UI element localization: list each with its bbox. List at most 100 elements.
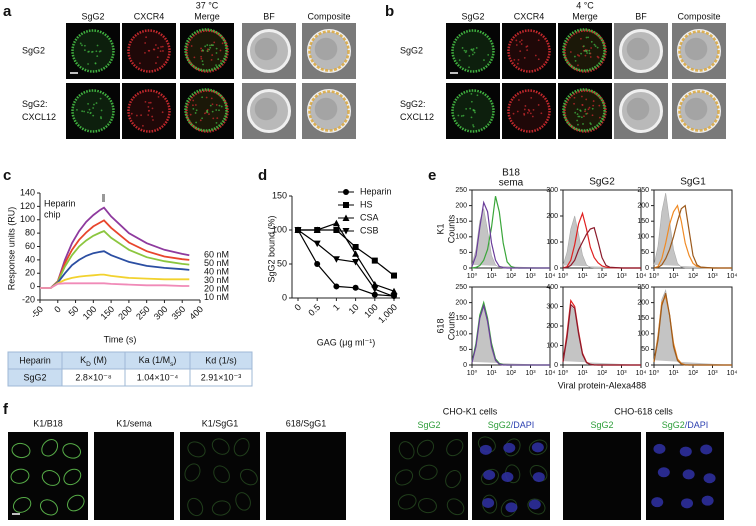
y-tick-label: 140	[20, 187, 35, 197]
row-label: CXCL12	[400, 112, 434, 122]
micrograph-detail	[470, 93, 473, 95]
text-part: Ka (1/M	[139, 355, 171, 365]
row-label: CXCL12	[22, 112, 56, 122]
y-tick-label: 0	[554, 265, 558, 272]
series-line	[40, 282, 190, 289]
micrograph-detail	[470, 100, 473, 103]
micrograph-detail	[580, 95, 583, 98]
micrograph-detail	[678, 30, 720, 72]
micrograph-detail	[526, 49, 529, 52]
micrograph-detail	[599, 116, 601, 119]
y-tick-label: 100	[637, 331, 649, 338]
micrograph-detail	[204, 45, 207, 48]
micrograph-detail	[96, 55, 99, 58]
control-area	[653, 193, 732, 269]
micrograph-detail	[562, 88, 606, 132]
micrograph-detail	[507, 29, 551, 73]
micrograph-detail	[221, 42, 224, 45]
x-tick-label: 10¹	[668, 273, 679, 280]
micrograph-detail	[582, 45, 585, 48]
y-tick-label: 300	[546, 303, 558, 310]
y-tick-label: 400	[546, 284, 558, 291]
plot-title: SgG1	[680, 177, 706, 188]
micrograph-detail	[147, 114, 150, 116]
y-tick-label: 50	[641, 249, 649, 256]
micrograph-detail	[184, 463, 201, 482]
column-label: SgG2/DAPI	[488, 420, 535, 430]
micrograph-detail	[187, 441, 206, 458]
micrograph-detail	[471, 53, 474, 56]
micrograph-detail	[653, 443, 666, 454]
micrograph-detail	[89, 111, 92, 114]
micrograph-detail	[584, 110, 586, 113]
micrograph-detail	[160, 45, 162, 48]
micrograph-detail	[202, 63, 204, 66]
point	[352, 258, 360, 266]
x-tick-label: 10²	[597, 370, 608, 377]
micrograph-detail	[210, 97, 213, 100]
micrograph-detail	[12, 496, 32, 513]
group-title: CHO-618 cells	[614, 406, 673, 416]
micrograph-detail	[562, 28, 606, 72]
micrograph	[646, 432, 724, 520]
series-line	[653, 293, 732, 366]
micrograph-detail	[588, 106, 591, 109]
micrograph-detail	[233, 438, 250, 457]
series-line	[298, 222, 395, 292]
micrograph-detail	[397, 494, 417, 510]
micrograph-detail	[474, 111, 476, 114]
micrograph-detail	[66, 494, 85, 512]
micrograph-detail	[537, 39, 540, 42]
micrograph-detail	[201, 117, 204, 120]
micrograph-detail	[537, 58, 540, 61]
micrograph-detail	[215, 52, 218, 54]
micrograph-detail	[209, 44, 211, 47]
micrograph	[472, 432, 550, 520]
y-tick-label: 250	[455, 284, 467, 291]
micrograph	[242, 83, 296, 139]
y-tick-label: 50	[459, 249, 467, 256]
micrograph-detail	[159, 50, 162, 52]
micrograph-detail	[206, 50, 209, 52]
micrograph-detail	[587, 108, 590, 111]
micrograph-detail	[395, 469, 414, 486]
micrograph-detail	[208, 113, 210, 115]
x-tick-label: 10⁴	[545, 273, 556, 280]
x-tick-label: 10¹	[486, 370, 497, 377]
micrograph-detail	[95, 102, 98, 104]
image-label: K1/B18	[33, 418, 63, 428]
micrograph-detail	[206, 111, 209, 114]
micrograph-detail	[520, 39, 523, 42]
x-tick-label: 10⁴	[545, 370, 556, 377]
x-axis-label: GAG (μg ml⁻¹)	[317, 337, 375, 347]
micrograph-detail	[211, 500, 231, 516]
micrograph-detail	[473, 109, 476, 112]
micrograph	[122, 23, 176, 79]
micrograph-detail	[482, 494, 498, 514]
micrograph-detail	[254, 97, 278, 121]
column-label: Merge	[194, 11, 220, 21]
micrograph-detail	[458, 59, 461, 62]
micrograph-detail	[88, 50, 90, 53]
micrograph-detail	[577, 115, 580, 118]
x-axis-label: Viral protein-Alexa488	[558, 380, 646, 390]
micrograph-detail	[41, 439, 59, 457]
y-tick-label: 0	[30, 281, 35, 291]
y-tick-label: 50	[459, 346, 467, 353]
micrograph	[446, 23, 500, 79]
micrograph-detail	[513, 58, 516, 61]
micrograph-detail	[592, 100, 595, 102]
micrograph-detail	[88, 108, 91, 111]
series-label: 60 nM	[204, 250, 229, 260]
micrograph-detail	[142, 124, 144, 127]
micrograph-detail	[532, 472, 545, 483]
x-tick-label: 150	[99, 304, 117, 322]
micrograph-detail	[418, 464, 438, 480]
y-tick-label: 200	[546, 323, 558, 330]
micrograph-detail	[148, 101, 150, 104]
micrograph-detail	[590, 47, 593, 49]
y-tick-label: 0	[463, 265, 467, 272]
series-line	[471, 303, 550, 366]
micrograph	[8, 432, 88, 520]
micrograph-detail	[200, 55, 203, 58]
